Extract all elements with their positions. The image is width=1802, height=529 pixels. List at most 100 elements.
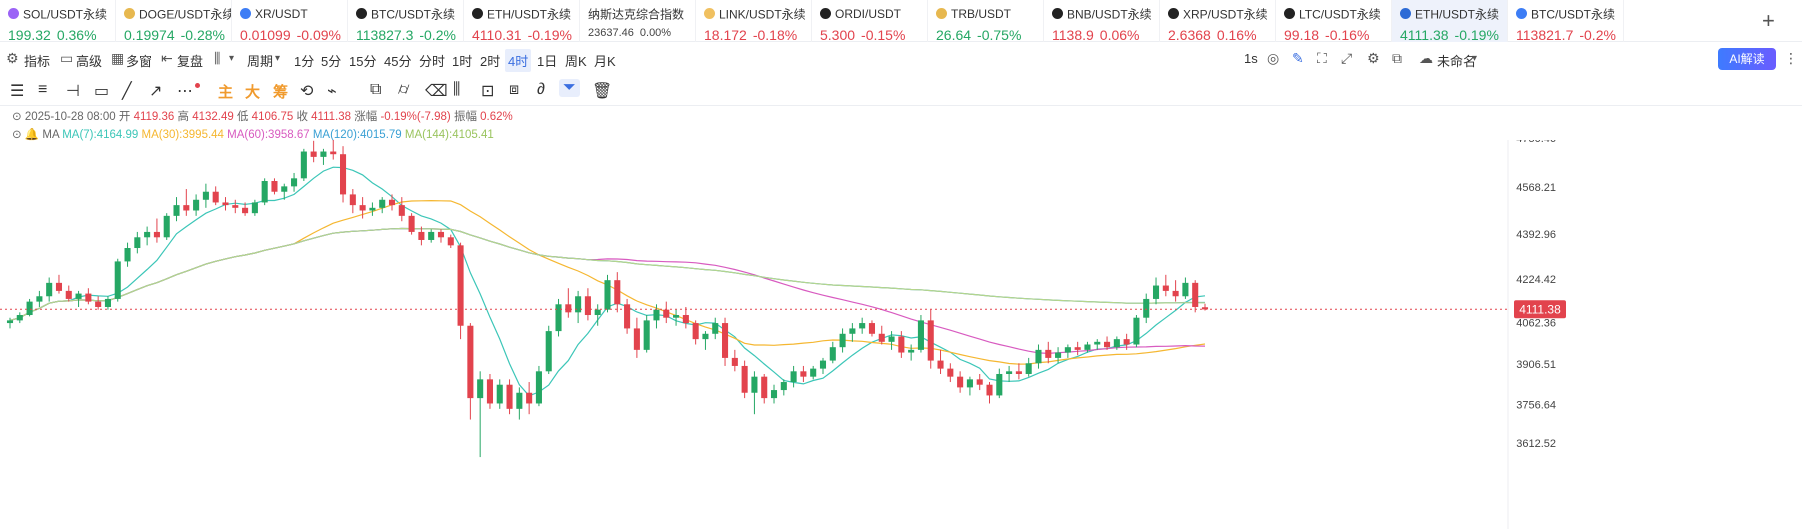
interval-week[interactable]: 周K: [565, 54, 587, 69]
candle-type-icon[interactable]: ⫼: [453, 81, 461, 98]
candle-body: [467, 325, 474, 399]
more-tools-icon[interactable]: ⋯: [177, 83, 193, 100]
replay-icon[interactable]: ⇤: [161, 50, 173, 66]
chips-button[interactable]: 筹: [273, 84, 289, 101]
layers-icon[interactable]: ⧈: [509, 81, 520, 98]
interval-1s[interactable]: 1s: [1244, 51, 1258, 66]
period-dropdown[interactable]: 周期: [247, 54, 274, 69]
chart-type-icon[interactable]: ⫼: [214, 50, 221, 66]
interval-4h[interactable]: 4时: [505, 49, 532, 72]
interval-5m[interactable]: 5分: [321, 54, 342, 69]
chevron-down-icon[interactable]: ▾: [1472, 53, 1478, 64]
filter-icon[interactable]: ⏷: [559, 79, 580, 97]
replay-button[interactable]: 复盘: [177, 54, 204, 69]
big-order-button[interactable]: 大: [245, 84, 261, 101]
interval-15m[interactable]: 15分: [349, 54, 377, 69]
indicators-button[interactable]: 指标: [24, 54, 51, 69]
interval-month[interactable]: 月K: [594, 54, 616, 69]
candle-body: [1201, 307, 1209, 310]
magnet-icon[interactable]: ∂: [537, 81, 545, 98]
tab-price: 26.64: [936, 27, 972, 42]
ma144-line: [9, 227, 1206, 321]
candle-body: [1133, 317, 1140, 345]
trash-icon[interactable]: 🗑: [592, 83, 613, 100]
instrument-tab[interactable]: BTC/USDT永续 113827.3 -0.2%: [348, 0, 464, 42]
interval-2h[interactable]: 2时: [480, 54, 501, 69]
xrp-icon: [1168, 8, 1179, 20]
instrument-tab[interactable]: BNB/USDT永续 1138.9 0.06%: [1044, 0, 1160, 42]
interval-timeshare[interactable]: 分时: [419, 54, 446, 69]
layout-name[interactable]: 未命名: [1437, 54, 1477, 69]
instrument-tab[interactable]: LTC/USDT永续 99.18 -0.16%: [1276, 0, 1392, 42]
instrument-tab[interactable]: BTC/USDT永续 113821.7 -0.2%: [1508, 0, 1624, 42]
candle-body: [702, 333, 709, 340]
instrument-tab[interactable]: SOL/USDT永续 199.32 0.36%: [0, 0, 116, 42]
pencil-icon[interactable]: ✎: [1292, 50, 1304, 66]
instrument-tab[interactable]: ORDI/USDT 5.300 -0.15%: [812, 0, 928, 42]
candle-body: [526, 392, 533, 404]
horizontal-ray-icon[interactable]: ☰: [10, 83, 25, 100]
tab-change: -0.2%: [1579, 27, 1616, 42]
lock-icon[interactable]: ⊡: [481, 83, 495, 100]
instrument-tab[interactable]: XRP/USDT永续 2.6368 0.16%: [1160, 0, 1276, 42]
candle-body: [506, 384, 513, 409]
high-value: 4132.49: [192, 111, 234, 123]
candle-body: [1094, 341, 1101, 345]
ai-interpret-button[interactable]: AI解读: [1718, 48, 1776, 70]
brush-icon[interactable]: ⌁: [327, 83, 337, 100]
candle-body: [575, 296, 582, 313]
pattern-icon[interactable]: ⟲: [300, 83, 314, 100]
horizontal-line-icon[interactable]: ⊣: [66, 83, 80, 100]
snapshot-icon[interactable]: ⧉: [1392, 50, 1402, 66]
candle-body: [810, 368, 817, 377]
trend-line-icon[interactable]: ╱: [122, 83, 132, 100]
settings-icon[interactable]: ⚙: [1367, 50, 1380, 66]
current-price-badge: [1514, 300, 1566, 319]
instrument-tab[interactable]: ETH/USDT永续 4110.31 -0.19%: [464, 0, 580, 42]
main-force-button[interactable]: 主: [218, 84, 234, 101]
copy-icon[interactable]: ⧉: [370, 81, 382, 98]
advanced-icon[interactable]: ▭: [60, 50, 74, 66]
candle-body: [633, 328, 640, 350]
expand-icon[interactable]: ⤢: [1341, 50, 1353, 66]
instrument-tab[interactable]: 纳斯达克综合指数 23637.46 0.00%: [580, 0, 696, 42]
camera-icon[interactable]: ◎: [1267, 50, 1280, 66]
cloud-icon[interactable]: ☁: [1419, 50, 1433, 66]
collapse-icon[interactable]: ⊙: [12, 111, 22, 123]
candle-body: [849, 328, 856, 334]
ma7-value: MA(7):4164.99: [62, 129, 139, 141]
multi-window-icon[interactable]: ▦: [111, 50, 125, 66]
instrument-tab[interactable]: LINK/USDT永续 18.172 -0.18%: [696, 0, 812, 42]
arrow-line-icon[interactable]: ↗: [149, 83, 163, 100]
add-tab-icon[interactable]: +: [1762, 8, 1775, 33]
indicators-icon[interactable]: ⚙: [6, 50, 19, 66]
candlestick-chart[interactable]: 4111.38← 4757.904750.464568.214392.96422…: [0, 140, 1802, 529]
rectangle-icon[interactable]: ▭: [94, 83, 110, 100]
more-icon[interactable]: ⋮: [1784, 50, 1798, 66]
candle-body: [496, 384, 503, 404]
tab-price: 23637.46: [588, 27, 634, 39]
ruler-icon[interactable]: ⌭: [398, 81, 410, 98]
instrument-tab[interactable]: DOGE/USDT永续 0.19974 -0.28%: [116, 0, 232, 42]
fullscreen-icon[interactable]: ⛶: [1317, 50, 1327, 66]
tab-symbol: BNB/USDT永续: [1067, 7, 1152, 22]
instrument-tab[interactable]: ETH/USDT永续 4111.38 -0.19%: [1392, 0, 1508, 42]
multi-window-button[interactable]: 多窗: [126, 54, 153, 69]
eraser-icon[interactable]: ⌫: [425, 83, 448, 100]
chevron-down-icon[interactable]: ▾: [275, 53, 281, 64]
candle-body: [1015, 371, 1022, 374]
interval-45m[interactable]: 45分: [384, 54, 412, 69]
interval-1d[interactable]: 1日: [537, 54, 558, 69]
alarm-icon[interactable]: 🔔: [24, 129, 40, 141]
interval-1m[interactable]: 1分: [294, 54, 315, 69]
interval-1h[interactable]: 1时: [452, 54, 473, 69]
info-datetime: 2025-10-28 08:00: [24, 111, 116, 123]
advanced-button[interactable]: 高级: [76, 54, 103, 69]
parallel-lines-icon[interactable]: ≡: [38, 81, 48, 98]
y-tick-label: 3906.51: [1516, 359, 1556, 371]
instrument-tab[interactable]: XR/USDT 0.01099 -0.09%: [232, 0, 348, 42]
candle-body: [917, 320, 924, 350]
instrument-tab[interactable]: TRB/USDT 26.64 -0.75%: [928, 0, 1044, 42]
collapse-icon[interactable]: ⊙: [12, 129, 22, 141]
chevron-down-icon[interactable]: ▾: [229, 53, 235, 64]
